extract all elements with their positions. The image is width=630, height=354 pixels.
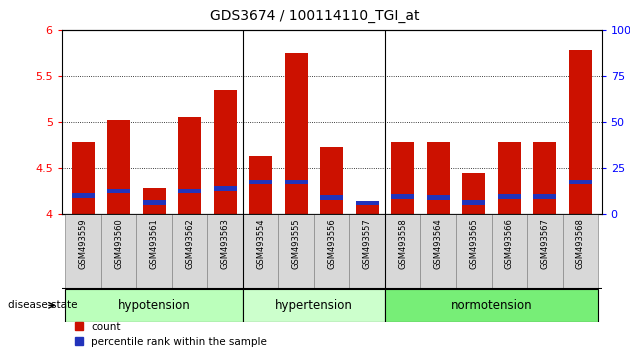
Bar bbox=[498, 194, 521, 199]
Bar bbox=[391, 194, 415, 199]
Bar bbox=[285, 180, 307, 184]
Bar bbox=[72, 142, 94, 214]
Bar bbox=[385, 214, 420, 289]
Text: GDS3674 / 100114110_TGI_at: GDS3674 / 100114110_TGI_at bbox=[210, 9, 420, 23]
Bar bbox=[569, 180, 592, 184]
Bar bbox=[356, 202, 379, 214]
Text: GSM493565: GSM493565 bbox=[469, 218, 478, 269]
Bar bbox=[243, 289, 385, 322]
Text: GSM493566: GSM493566 bbox=[505, 218, 514, 269]
Bar bbox=[350, 214, 385, 289]
Text: GSM493560: GSM493560 bbox=[114, 218, 123, 269]
Text: GSM493558: GSM493558 bbox=[398, 218, 407, 269]
Bar bbox=[462, 200, 485, 205]
Bar bbox=[249, 180, 272, 184]
Text: GSM493556: GSM493556 bbox=[327, 218, 336, 269]
Text: GSM493559: GSM493559 bbox=[79, 218, 88, 269]
Bar bbox=[214, 186, 237, 191]
Bar bbox=[136, 214, 172, 289]
Bar bbox=[243, 214, 278, 289]
Bar bbox=[356, 201, 379, 205]
Bar bbox=[278, 214, 314, 289]
Bar bbox=[498, 142, 521, 214]
Bar bbox=[563, 214, 598, 289]
Text: hypertension: hypertension bbox=[275, 299, 353, 312]
Text: normotension: normotension bbox=[450, 299, 532, 312]
Bar bbox=[142, 200, 166, 205]
Bar bbox=[385, 289, 598, 322]
Text: GSM493554: GSM493554 bbox=[256, 218, 265, 269]
Text: hypotension: hypotension bbox=[118, 299, 190, 312]
Bar bbox=[178, 116, 201, 214]
Bar bbox=[178, 189, 201, 194]
Bar bbox=[66, 289, 243, 322]
Bar bbox=[391, 142, 415, 214]
Bar bbox=[107, 189, 130, 194]
Bar bbox=[101, 214, 136, 289]
Bar bbox=[72, 194, 94, 198]
Text: GSM493567: GSM493567 bbox=[541, 218, 549, 269]
Bar bbox=[207, 214, 243, 289]
Bar bbox=[249, 156, 272, 214]
Text: GSM493568: GSM493568 bbox=[576, 218, 585, 269]
Bar bbox=[491, 214, 527, 289]
Bar bbox=[142, 188, 166, 214]
Text: disease state: disease state bbox=[8, 300, 77, 310]
Bar bbox=[456, 214, 491, 289]
Bar bbox=[420, 214, 456, 289]
Bar bbox=[214, 90, 237, 214]
Text: GSM493562: GSM493562 bbox=[185, 218, 194, 269]
Text: GSM493563: GSM493563 bbox=[220, 218, 229, 269]
Bar bbox=[172, 214, 207, 289]
Bar bbox=[427, 195, 450, 200]
Bar bbox=[320, 195, 343, 200]
Bar bbox=[569, 50, 592, 214]
Bar bbox=[427, 142, 450, 214]
Bar bbox=[285, 53, 307, 214]
Text: GSM493557: GSM493557 bbox=[363, 218, 372, 269]
Text: GSM493564: GSM493564 bbox=[434, 218, 443, 269]
Bar bbox=[533, 194, 556, 199]
Text: GSM493561: GSM493561 bbox=[149, 218, 159, 269]
Legend: count, percentile rank within the sample: count, percentile rank within the sample bbox=[74, 322, 267, 347]
Bar bbox=[314, 214, 350, 289]
Bar bbox=[107, 120, 130, 214]
Bar bbox=[462, 173, 485, 214]
Bar bbox=[533, 142, 556, 214]
Bar bbox=[320, 147, 343, 214]
Bar bbox=[527, 214, 563, 289]
Text: GSM493555: GSM493555 bbox=[292, 218, 301, 269]
Bar bbox=[66, 214, 101, 289]
